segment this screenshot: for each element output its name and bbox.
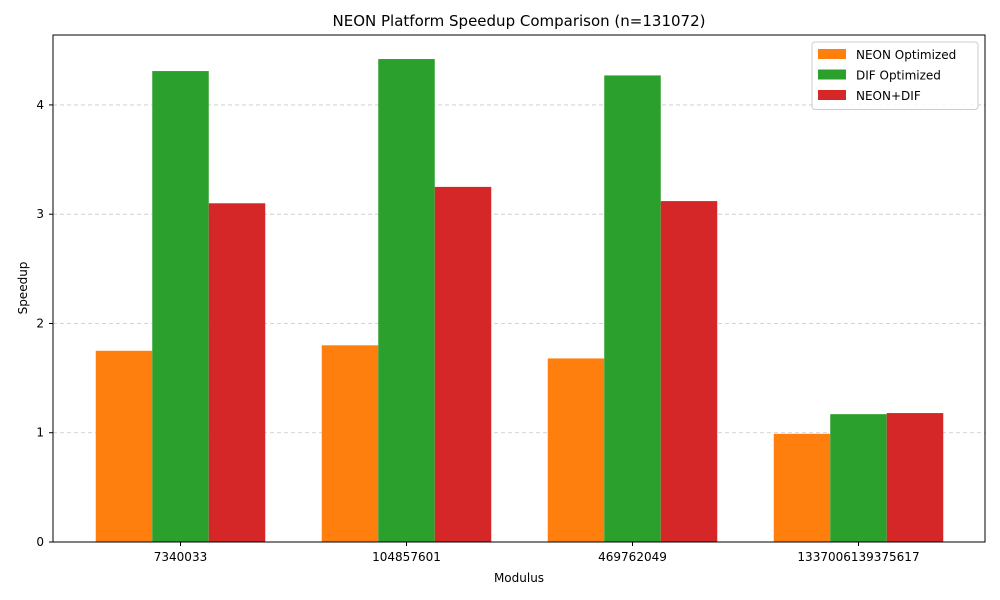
y-axis-label: Speedup <box>16 262 30 315</box>
legend-swatch <box>818 69 846 80</box>
x-axis-label: Modulus <box>494 571 544 585</box>
bar <box>547 358 605 542</box>
bars-group <box>95 59 944 543</box>
bar <box>152 71 209 542</box>
x-tick-label: 469762049 <box>598 550 667 564</box>
legend-label: DIF Optimized <box>856 69 941 83</box>
bar <box>830 414 887 542</box>
y-tick-label: 0 <box>36 535 44 549</box>
y-axis-ticks: 0 1 2 3 4 <box>36 98 53 549</box>
x-tick-label: 7340033 <box>154 550 207 564</box>
legend: NEON Optimized DIF Optimized NEON+DIF <box>811 41 979 110</box>
bar <box>604 75 661 542</box>
bar <box>95 350 153 542</box>
legend-swatch <box>818 90 846 100</box>
bar <box>886 413 944 542</box>
legend-swatch <box>818 49 846 59</box>
bar <box>434 186 492 542</box>
x-tick-label: 1337006139375617 <box>797 550 919 564</box>
plot-frame <box>52 34 986 543</box>
y-tick-label: 2 <box>36 316 44 330</box>
legend-label: NEON Optimized <box>856 48 956 62</box>
x-axis-ticks: 7340033 104857601 469762049 133700613937561… <box>154 542 920 564</box>
bar <box>208 203 266 542</box>
bar <box>378 59 435 543</box>
x-tick-label: 104857601 <box>372 550 441 564</box>
legend-label: NEON+DIF <box>856 89 921 103</box>
legend-box <box>811 41 979 110</box>
y-tick-label: 4 <box>36 98 44 112</box>
bar <box>773 433 831 542</box>
y-tick-label: 3 <box>36 207 44 221</box>
chart-title: NEON Platform Speedup Comparison (n=1310… <box>333 12 706 30</box>
y-tick-label: 1 <box>36 426 44 440</box>
bar <box>321 345 379 542</box>
bar <box>660 201 718 542</box>
